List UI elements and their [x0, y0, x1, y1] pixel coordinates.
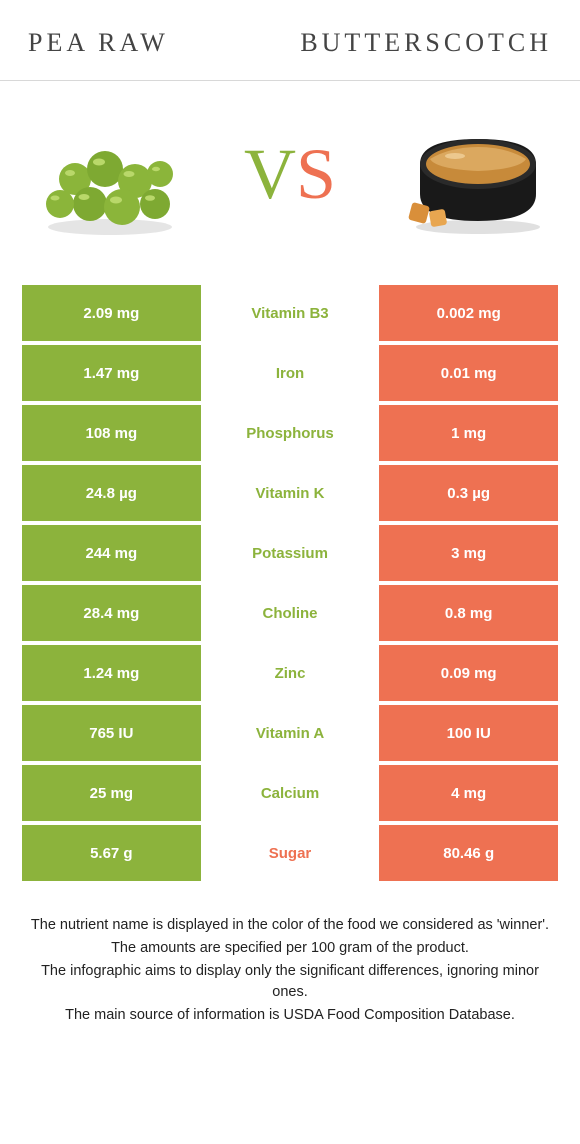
value-left: 108 mg: [22, 405, 201, 461]
value-left: 28.4 mg: [22, 585, 201, 641]
value-left: 765 IU: [22, 705, 201, 761]
table-row: 28.4 mgCholine0.8 mg: [22, 585, 558, 641]
footnote-line: The amounts are specified per 100 gram o…: [28, 938, 552, 959]
table-row: 5.67 gSugar80.46 g: [22, 825, 558, 881]
table-row: 765 IUVitamin A100 IU: [22, 705, 558, 761]
value-right: 0.09 mg: [379, 645, 558, 701]
footnote-line: The main source of information is USDA F…: [28, 1005, 552, 1026]
value-left: 1.24 mg: [22, 645, 201, 701]
title-right: BUTTERSCOTCH: [300, 28, 552, 58]
nutrient-name: Phosphorus: [201, 405, 380, 461]
nutrient-name: Vitamin B3: [201, 285, 380, 341]
value-right: 0.8 mg: [379, 585, 558, 641]
table-row: 1.47 mgIron0.01 mg: [22, 345, 558, 401]
nutrient-name: Potassium: [201, 525, 380, 581]
table-row: 24.8 µgVitamin K0.3 µg: [22, 465, 558, 521]
nutrient-name: Calcium: [201, 765, 380, 821]
nutrient-name: Sugar: [201, 825, 380, 881]
value-right: 0.002 mg: [379, 285, 558, 341]
value-right: 3 mg: [379, 525, 558, 581]
table-row: 108 mgPhosphorus1 mg: [22, 405, 558, 461]
value-left: 2.09 mg: [22, 285, 201, 341]
table-row: 2.09 mgVitamin B30.002 mg: [22, 285, 558, 341]
value-left: 1.47 mg: [22, 345, 201, 401]
value-right: 1 mg: [379, 405, 558, 461]
footnote-line: The infographic aims to display only the…: [28, 961, 552, 1003]
value-right: 100 IU: [379, 705, 558, 761]
value-right: 80.46 g: [379, 825, 558, 881]
nutrient-table: 2.09 mgVitamin B30.002 mg1.47 mgIron0.01…: [22, 285, 558, 881]
peas-icon: [30, 109, 190, 239]
nutrient-name: Vitamin K: [201, 465, 380, 521]
value-right: 4 mg: [379, 765, 558, 821]
value-left: 244 mg: [22, 525, 201, 581]
nutrient-name: Iron: [201, 345, 380, 401]
table-row: 25 mgCalcium4 mg: [22, 765, 558, 821]
butterscotch-icon: [390, 109, 550, 239]
footnotes: The nutrient name is displayed in the co…: [0, 885, 580, 1048]
vs-s: S: [296, 133, 336, 216]
value-right: 0.3 µg: [379, 465, 558, 521]
hero: V S: [0, 81, 580, 285]
nutrient-name: Choline: [201, 585, 380, 641]
value-right: 0.01 mg: [379, 345, 558, 401]
value-left: 5.67 g: [22, 825, 201, 881]
value-left: 24.8 µg: [22, 465, 201, 521]
vs-label: V S: [244, 133, 336, 216]
table-row: 244 mgPotassium3 mg: [22, 525, 558, 581]
title-left: PEA RAW: [28, 28, 169, 58]
header: PEA RAW BUTTERSCOTCH: [0, 0, 580, 81]
nutrient-name: Vitamin A: [201, 705, 380, 761]
footnote-line: The nutrient name is displayed in the co…: [28, 915, 552, 936]
table-row: 1.24 mgZinc0.09 mg: [22, 645, 558, 701]
value-left: 25 mg: [22, 765, 201, 821]
nutrient-name: Zinc: [201, 645, 380, 701]
vs-v: V: [244, 133, 296, 216]
